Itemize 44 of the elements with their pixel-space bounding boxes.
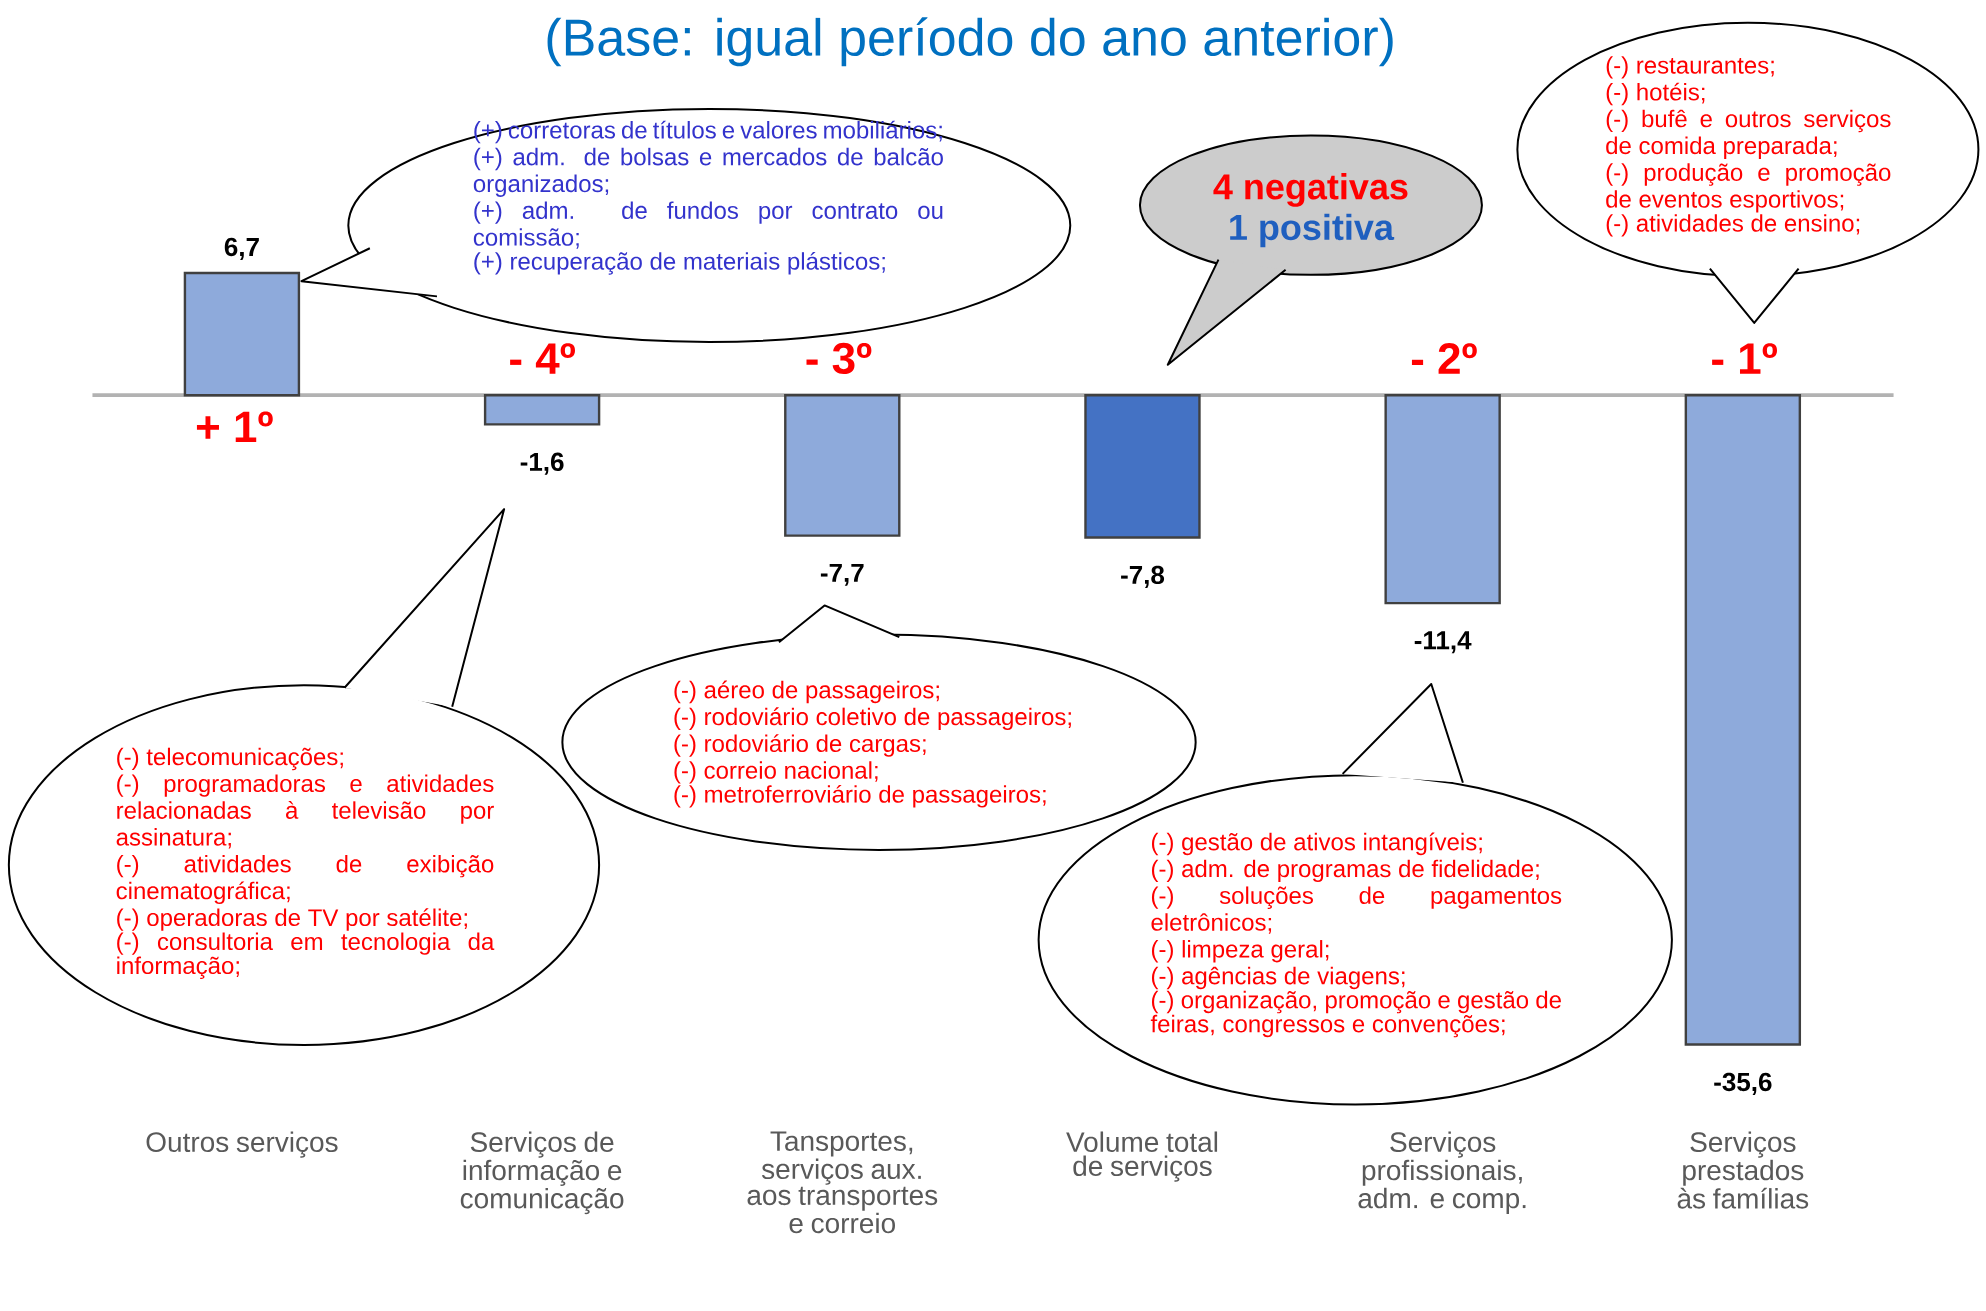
text: 1 positiva	[1230, 213, 1395, 248]
x-tick-label: Serviços prestados às famílias	[1677, 1131, 1809, 1209]
annotation: (-) adm. de programas de fidelidade;	[1151, 859, 1539, 883]
annotation: (-) agências de viagens;	[1151, 966, 1405, 990]
annotation: (-) rodoviário coletivo de passageiros;	[674, 707, 1071, 731]
annotation: (-) consultoria em tecnologia da informação;	[117, 932, 495, 979]
x-tick-label: Outros serviços	[146, 1131, 338, 1158]
text: (-) produção e promoção de eventos esportivos;	[1606, 163, 1891, 213]
annotation: (-) aéreo de passageiros;	[674, 680, 939, 704]
x-tick-label: Tansportes, serviços aux. aos transportes e correio	[747, 1131, 938, 1234]
text: (-) atividades de ensino;	[1606, 214, 1860, 237]
text: (+) adm. de fundos por contrato ou comissão;	[473, 201, 943, 249]
annotation: (-) programadoras e atividades relacionadas à televisão por assinatura;	[116, 774, 494, 849]
annotation: (-) operadoras de TV por satélite;	[117, 908, 467, 931]
annotation: (-) telecomunicações;	[117, 747, 343, 771]
annotation: (-) correio nacional;	[674, 761, 878, 784]
text: (-) restaurantes;	[1606, 56, 1774, 79]
data-label: 6,7	[224, 237, 259, 260]
text: (-) hotéis;	[1606, 82, 1705, 106]
annotation: - 2º	[1411, 343, 1477, 374]
annotation: (-) metroferroviário de passageiros;	[674, 785, 1046, 808]
data-label: -35,6	[1714, 1072, 1772, 1095]
annotation: (-) rodoviário de cargas;	[674, 734, 926, 757]
text: (-) bufê e outros serviços de comida preparada;	[1606, 109, 1891, 159]
annotation: - 1º	[1712, 343, 1777, 374]
data-label: -7,7	[820, 563, 864, 586]
text: (+) adm. de bolsas e mercados de balcão organizados;	[473, 147, 943, 197]
data-label: -7,8	[1121, 565, 1165, 588]
annotation: (-) limpeza geral;	[1151, 940, 1329, 963]
chart-title: (Base: igual período do ano anterior)	[547, 17, 1393, 67]
annotation: (-) gestão de ativos intangíveis;	[1151, 832, 1482, 856]
annotation: (-) atividades de exibição cinematográfica;	[116, 854, 494, 905]
x-tick-label: Serviços profissionais, adm. e comp.	[1358, 1131, 1526, 1214]
text: 4 negativas	[1213, 173, 1408, 207]
annotation: - 4º	[510, 343, 575, 374]
data-label: -11,4	[1414, 631, 1472, 654]
annotation: (-) soluções de pagamentos eletrônicos;	[1151, 886, 1562, 934]
annotation: (+) recuperação de materiais plásticos;	[474, 251, 885, 275]
annotation: - 3º	[806, 342, 872, 375]
annotation: + 1º	[196, 411, 273, 443]
annotation: (-) organização, promoção e gestão de feiras, congressos e convenções;	[1150, 990, 1561, 1038]
x-tick-label: Serviços de informação e comunicação	[460, 1131, 624, 1215]
data-label: -1,6	[520, 452, 564, 475]
x-tick-label: Volume total de serviços	[1066, 1131, 1218, 1182]
